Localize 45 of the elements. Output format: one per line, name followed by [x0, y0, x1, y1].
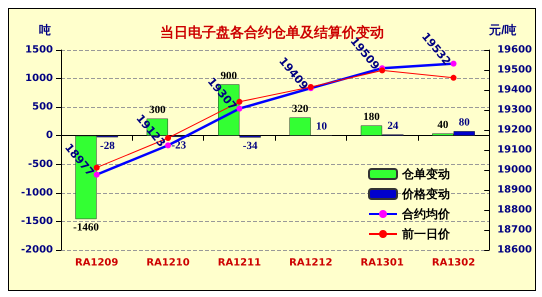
y2-tick-label: 18900	[497, 184, 532, 196]
y-tick-label: 1500	[25, 44, 54, 56]
data-label: 80	[458, 116, 470, 129]
x-tick-label: RA1302	[432, 258, 476, 268]
x-tick-label: RA1211	[218, 258, 262, 268]
y-tick-label: -2000	[21, 244, 54, 256]
data-label: 300	[149, 104, 166, 116]
y-tick-label: -1500	[21, 216, 54, 227]
point	[165, 135, 172, 141]
x-tick-label: RA1301	[360, 258, 404, 268]
data-label: 900	[220, 70, 238, 82]
legend-label: 前一日价	[401, 227, 451, 241]
y2-tick-label: 18700	[497, 224, 532, 236]
y2-tick-label: 19000	[497, 164, 532, 176]
y-tick-label: -1000	[21, 187, 54, 198]
data-label: 24	[387, 120, 399, 132]
y2-tick-label: 18600	[497, 244, 532, 256]
y-tick-label: -500	[28, 158, 54, 170]
y2-tick-label: 19400	[497, 84, 532, 96]
y-axis-title: 吨	[39, 23, 51, 37]
y2-tick-label: 19100	[497, 144, 532, 156]
y-tick-label: 1000	[25, 73, 54, 84]
data-label: 40	[437, 118, 449, 131]
y-tick-label: 500	[32, 102, 54, 113]
y2-axis-title: 元/吨	[488, 23, 517, 37]
data-label: 320	[292, 102, 309, 115]
data-label: -34	[242, 140, 258, 152]
data-label: -23	[171, 140, 187, 152]
y2-tick-label: 18800	[497, 204, 532, 216]
y2-tick-label: 19600	[497, 44, 532, 56]
legend-label: 价格变动	[401, 187, 450, 201]
point	[450, 74, 457, 81]
data-label: 10	[316, 120, 328, 133]
x-tick-label: RA1212	[289, 258, 332, 268]
legend-label: 仓单变动	[401, 167, 450, 181]
y2-tick-label: 19500	[497, 64, 532, 76]
legend-label: 合约均价	[401, 207, 451, 221]
y2-tick-label: 19200	[497, 124, 532, 136]
data-label: -28	[100, 140, 116, 152]
x-tick-label: RA1209	[75, 258, 118, 268]
data-label: -1460	[73, 222, 100, 234]
y-tick-label: 0	[46, 130, 54, 142]
data-label: 180	[363, 110, 380, 123]
y2-tick-label: 19300	[497, 104, 532, 116]
x-tick-label: RA1210	[146, 258, 190, 268]
